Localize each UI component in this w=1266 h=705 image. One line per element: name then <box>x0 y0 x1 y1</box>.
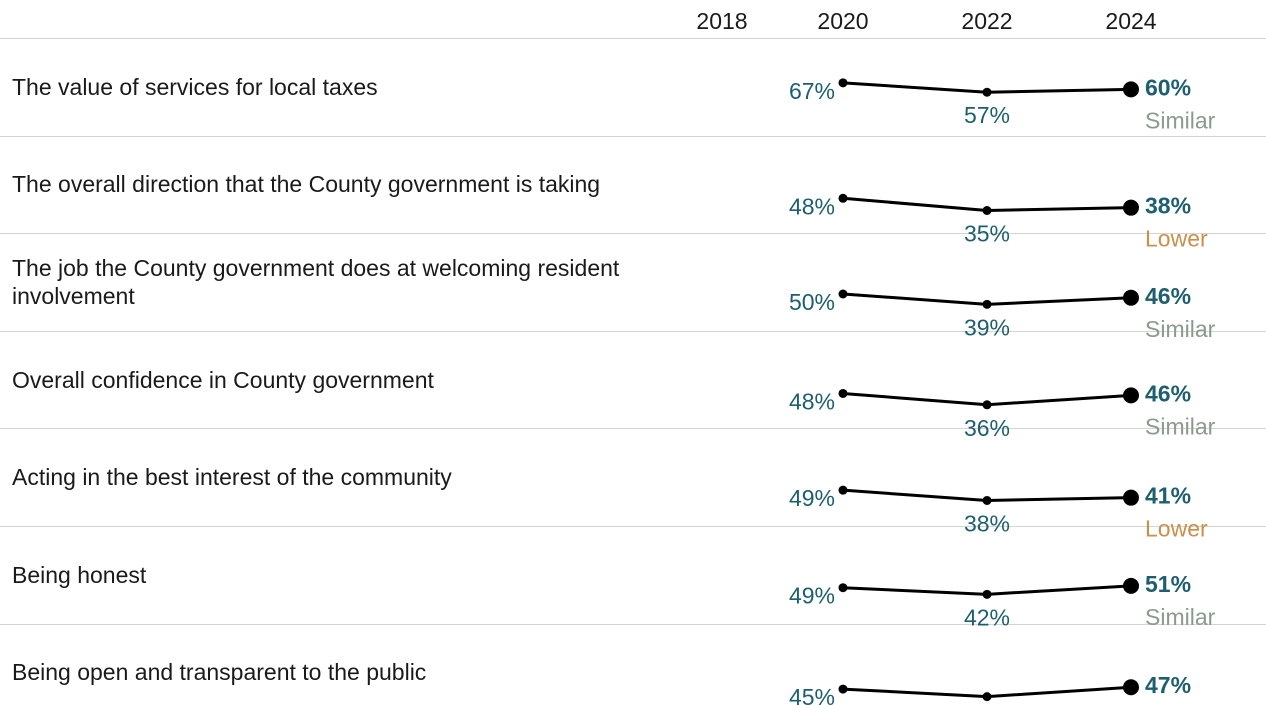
row-label: Overall confidence in County government <box>12 366 434 393</box>
data-point-2022 <box>982 299 992 309</box>
value-label-2020: 45% <box>789 684 835 705</box>
value-label-2024: 46% <box>1145 380 1191 406</box>
value-label-2022: 57% <box>964 102 1010 128</box>
comparison-label: Similar <box>1145 604 1216 630</box>
data-point-2022 <box>982 400 992 410</box>
data-point-2024 <box>1123 489 1139 506</box>
value-label-2022: 42% <box>964 604 1010 630</box>
row-divider <box>0 526 1266 527</box>
data-point-2022 <box>982 87 992 97</box>
year-label-2018: 2018 <box>696 8 748 34</box>
comparison-label: Similar <box>1145 413 1216 439</box>
data-point-2020 <box>838 78 848 88</box>
value-label-2024: 60% <box>1145 74 1191 100</box>
row-divider <box>0 428 1266 430</box>
data-point-2024 <box>1123 577 1139 594</box>
value-label-2024: 46% <box>1145 283 1191 309</box>
data-point-2024 <box>1123 289 1139 306</box>
comparison-label: Similar <box>1145 107 1216 133</box>
value-label-2024: 47% <box>1145 672 1191 698</box>
value-label-2022: 38% <box>964 510 1010 536</box>
data-point-2020 <box>838 485 848 495</box>
value-label-2024: 51% <box>1145 571 1191 597</box>
row-label: Being honest <box>12 561 147 588</box>
data-point-2024 <box>1123 679 1139 696</box>
year-label-2024: 2024 <box>1105 8 1157 34</box>
value-label-2024: 41% <box>1145 483 1191 509</box>
data-point-2020 <box>838 388 848 398</box>
data-point-2024 <box>1123 387 1139 404</box>
data-point-2022 <box>982 495 992 505</box>
value-label-2022: 35% <box>964 221 1010 247</box>
data-point-2022 <box>982 692 992 702</box>
data-point-2022 <box>982 589 992 599</box>
row-label: The job the County government does at we… <box>12 255 620 309</box>
data-point-2024 <box>1123 199 1139 216</box>
data-point-2024 <box>1123 81 1139 98</box>
year-label-2020: 2020 <box>817 8 869 34</box>
value-label-2020: 49% <box>789 583 835 609</box>
comparison-label: Lower <box>1145 226 1208 252</box>
value-label-2020: 50% <box>789 289 835 315</box>
value-label-2020: 48% <box>789 388 835 414</box>
comparison-label: Lower <box>1145 516 1208 542</box>
value-label-2022: 36% <box>964 415 1010 441</box>
row-label: The value of services for local taxes <box>12 73 378 100</box>
value-label-2022: 39% <box>964 314 1010 340</box>
data-point-2020 <box>838 193 848 203</box>
row-divider <box>0 233 1266 235</box>
row-label: Acting in the best interest of the commu… <box>12 464 452 491</box>
year-label-2022: 2022 <box>961 8 1013 34</box>
value-label-2020: 67% <box>789 78 835 104</box>
row-divider <box>0 38 1266 39</box>
data-point-2020 <box>838 684 848 694</box>
data-point-2020 <box>838 583 848 593</box>
value-label-2024: 38% <box>1145 193 1191 219</box>
value-label-2020: 49% <box>789 485 835 511</box>
row-divider <box>0 135 1266 137</box>
row-divider <box>0 623 1266 625</box>
value-label-2020: 48% <box>789 193 835 219</box>
row-label: Being open and transparent to the public <box>12 659 427 686</box>
row-divider <box>0 330 1266 332</box>
comparison-label: Similar <box>1145 316 1216 342</box>
row-label: The overall direction that the County go… <box>12 171 601 198</box>
data-point-2022 <box>982 206 992 215</box>
data-point-2020 <box>838 289 848 299</box>
